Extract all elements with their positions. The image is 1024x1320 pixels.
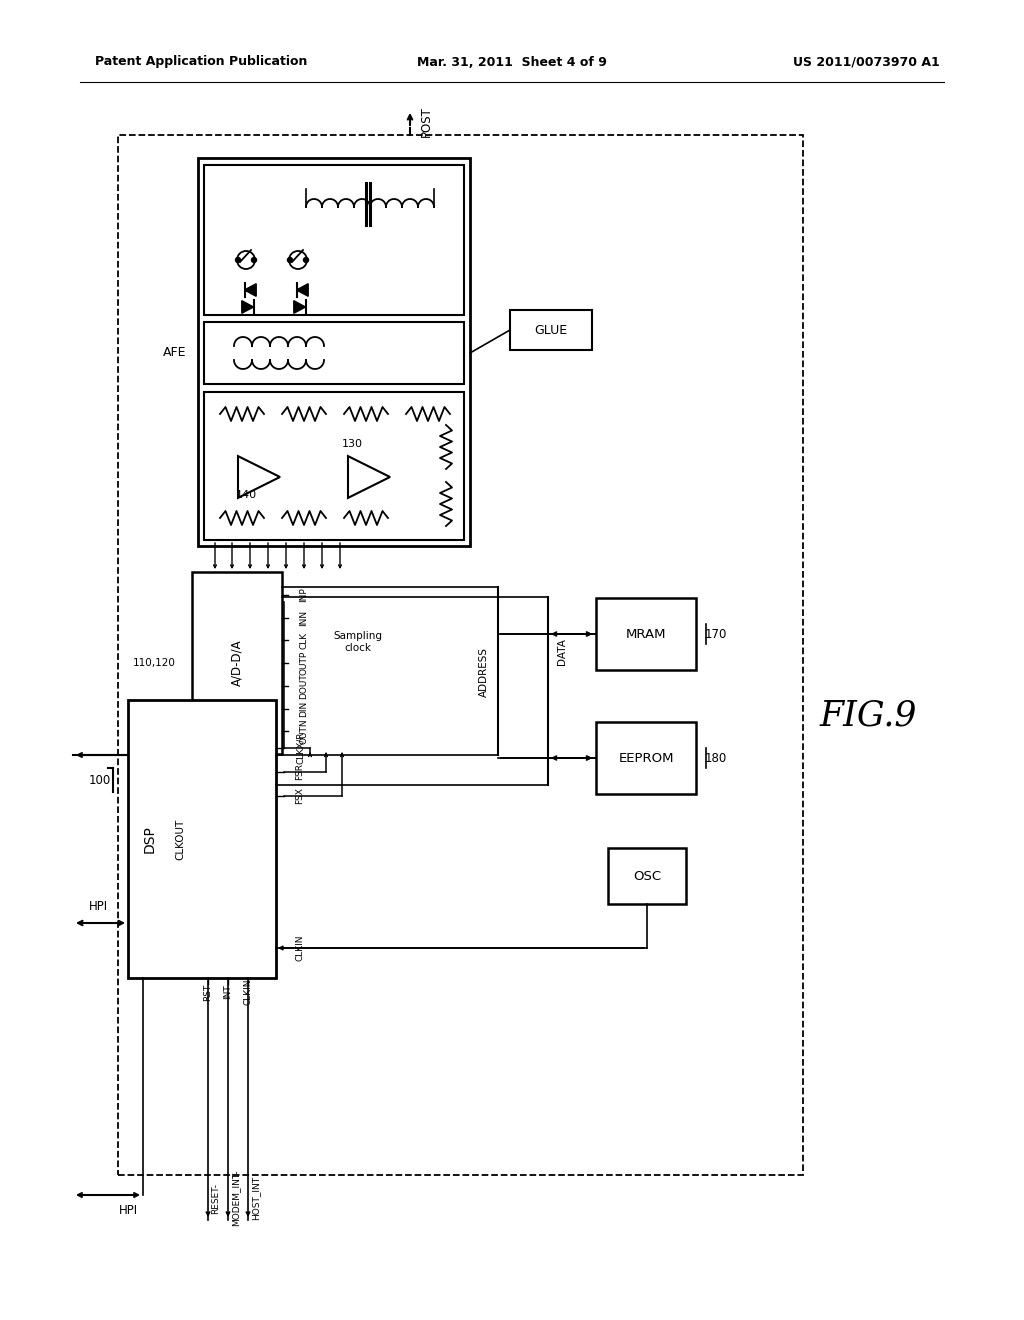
- Text: A/D-D/A: A/D-D/A: [230, 640, 244, 686]
- Text: DIN: DIN: [299, 701, 308, 717]
- Bar: [596, 598, 696, 671]
- Text: FSX: FSX: [296, 788, 304, 804]
- Bar: [204, 322, 464, 384]
- Text: OSC: OSC: [633, 870, 662, 883]
- Text: FIG.9: FIG.9: [819, 698, 916, 733]
- Text: MRAM: MRAM: [626, 627, 667, 640]
- Text: Patent Application Publication: Patent Application Publication: [95, 55, 307, 69]
- Circle shape: [288, 257, 293, 263]
- Text: MODEM_INT-: MODEM_INT-: [231, 1170, 240, 1226]
- Text: INP: INP: [299, 587, 308, 602]
- Text: CLKX/R: CLKX/R: [296, 731, 304, 764]
- Text: RESET-: RESET-: [211, 1183, 220, 1213]
- Text: 170: 170: [705, 627, 727, 640]
- Bar: [510, 310, 592, 350]
- Text: FSR: FSR: [296, 763, 304, 780]
- Text: Sampling
clock: Sampling clock: [334, 631, 383, 653]
- Circle shape: [236, 257, 241, 263]
- Text: HPI: HPI: [88, 900, 108, 913]
- Bar: [204, 165, 464, 315]
- Text: HPI: HPI: [119, 1204, 138, 1217]
- Text: Mar. 31, 2011  Sheet 4 of 9: Mar. 31, 2011 Sheet 4 of 9: [417, 55, 607, 69]
- Text: OUTN: OUTN: [299, 718, 308, 744]
- Text: DATA: DATA: [557, 639, 567, 665]
- Text: CLKIN: CLKIN: [296, 935, 304, 961]
- Bar: [128, 700, 276, 978]
- Polygon shape: [294, 301, 305, 313]
- Text: INT: INT: [223, 985, 232, 999]
- Text: HOST_INT: HOST_INT: [251, 1176, 260, 1220]
- Bar: [193, 572, 282, 754]
- Bar: [608, 847, 686, 904]
- Text: ADDRESS: ADDRESS: [479, 647, 489, 697]
- Text: CLKOUT: CLKOUT: [175, 818, 185, 859]
- Text: 130: 130: [341, 440, 362, 449]
- Text: US 2011/0073970 A1: US 2011/0073970 A1: [794, 55, 940, 69]
- Circle shape: [252, 257, 256, 263]
- Polygon shape: [245, 284, 256, 296]
- Text: GLUE: GLUE: [535, 323, 567, 337]
- Bar: [198, 158, 470, 546]
- Text: DOUT: DOUT: [299, 673, 308, 698]
- Text: 110,120: 110,120: [133, 657, 176, 668]
- Polygon shape: [242, 301, 254, 313]
- Text: 140: 140: [236, 490, 257, 500]
- Text: CLK: CLK: [299, 632, 308, 649]
- Circle shape: [303, 257, 308, 263]
- Text: CLKIN: CLKIN: [244, 978, 253, 1006]
- Text: POST: POST: [420, 107, 433, 137]
- Text: 180: 180: [705, 751, 727, 764]
- Text: EEPROM: EEPROM: [618, 751, 674, 764]
- Bar: [118, 135, 803, 1175]
- Text: RST: RST: [204, 983, 213, 1001]
- Bar: [204, 392, 464, 540]
- Text: OUTP: OUTP: [299, 651, 308, 675]
- Polygon shape: [297, 284, 308, 296]
- Text: DSP: DSP: [143, 825, 157, 853]
- Text: 100: 100: [89, 774, 112, 787]
- Bar: [596, 722, 696, 795]
- Text: AFE: AFE: [163, 346, 186, 359]
- Text: INN: INN: [299, 610, 308, 626]
